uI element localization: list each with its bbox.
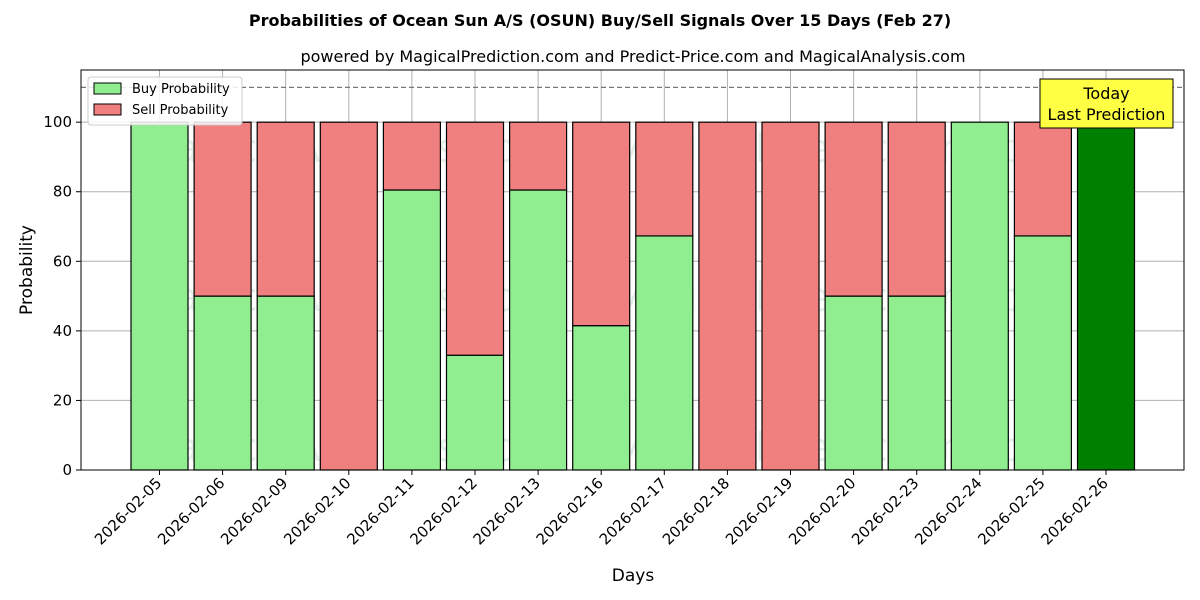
x-tick-label: 2026-02-17 [596, 474, 670, 548]
sell-bar [572, 121, 631, 327]
legend-label: Sell Probability [132, 103, 229, 118]
legend-swatch [93, 82, 122, 95]
legend-swatch [93, 103, 122, 116]
x-tick-label: 2026-02-09 [217, 474, 291, 548]
buy-bar [572, 325, 631, 471]
y-tick-label: 80 [53, 183, 72, 201]
y-axis-label: Probability [17, 225, 37, 315]
x-tick-label: 2026-02-23 [848, 474, 922, 548]
x-tick-label: 2026-02-11 [343, 474, 417, 548]
sell-bar [382, 121, 441, 191]
buy-bar [193, 295, 252, 471]
sell-bar [319, 121, 378, 471]
y-tick-label: 0 [62, 461, 72, 479]
annotation-line2: Last Prediction [1048, 105, 1166, 124]
chart-subtitle: powered by MagicalPrediction.com and Pre… [300, 47, 965, 66]
legend-label: Buy Probability [132, 82, 230, 97]
y-axis: 0 20 40 60 80 100 [43, 113, 81, 479]
y-tick-label: 60 [53, 252, 72, 270]
buy-bar [130, 121, 189, 471]
buy-bar [635, 235, 694, 471]
x-tick-label: 2026-02-18 [659, 474, 733, 548]
sell-bar [193, 121, 252, 297]
buy-bar [824, 295, 883, 471]
x-tick-label: 2026-02-24 [911, 474, 985, 548]
annotation-line1: Today [1082, 84, 1129, 103]
buy-bar [1013, 235, 1073, 471]
buy-bar [382, 189, 441, 471]
x-tick-label: 2026-02-26 [1037, 474, 1111, 548]
plot-frame [80, 69, 1185, 471]
legend: Buy Probability Sell Probability [87, 76, 243, 126]
x-tick-label: 2026-02-25 [974, 474, 1048, 548]
x-tick-label: 2026-02-20 [785, 474, 859, 548]
x-tick-label: 2026-02-13 [470, 474, 544, 548]
today-annotation: Today Last Prediction [1039, 78, 1174, 129]
x-tick-label: 2026-02-05 [91, 474, 165, 548]
buy-bar [509, 189, 568, 471]
sell-bar [445, 121, 505, 356]
y-tick-label: 40 [53, 322, 72, 340]
buy-bar [445, 354, 505, 471]
x-tick-label: 2026-02-19 [722, 474, 796, 548]
x-tick-label: 2026-02-06 [154, 474, 228, 548]
buy-bar [256, 295, 315, 471]
sell-bar [761, 121, 820, 471]
sell-bar [509, 121, 568, 191]
sell-bar [824, 121, 883, 297]
x-axis-label: Days [612, 566, 655, 586]
sell-bar [1013, 121, 1073, 237]
buy-bar [950, 121, 1009, 471]
sell-bar [256, 121, 315, 297]
chart-title: Probabilities of Ocean Sun A/S (OSUN) Bu… [249, 11, 951, 30]
x-tick-label: 2026-02-10 [280, 474, 354, 548]
y-tick-label: 100 [43, 113, 72, 131]
bars-layer [130, 121, 1136, 471]
sell-bar [635, 121, 694, 237]
legend-box [87, 76, 243, 126]
buy-bar [887, 295, 946, 471]
x-tick-label: 2026-02-16 [533, 474, 607, 548]
sell-bar [698, 121, 757, 471]
sell-bar [887, 121, 946, 297]
x-tick-label: 2026-02-12 [406, 474, 480, 548]
annotation-box [1039, 78, 1174, 129]
y-tick-label: 20 [53, 391, 72, 409]
buy-bar [1076, 121, 1136, 471]
x-axis: 2026-02-052026-02-062026-02-092026-02-10… [91, 470, 1112, 548]
